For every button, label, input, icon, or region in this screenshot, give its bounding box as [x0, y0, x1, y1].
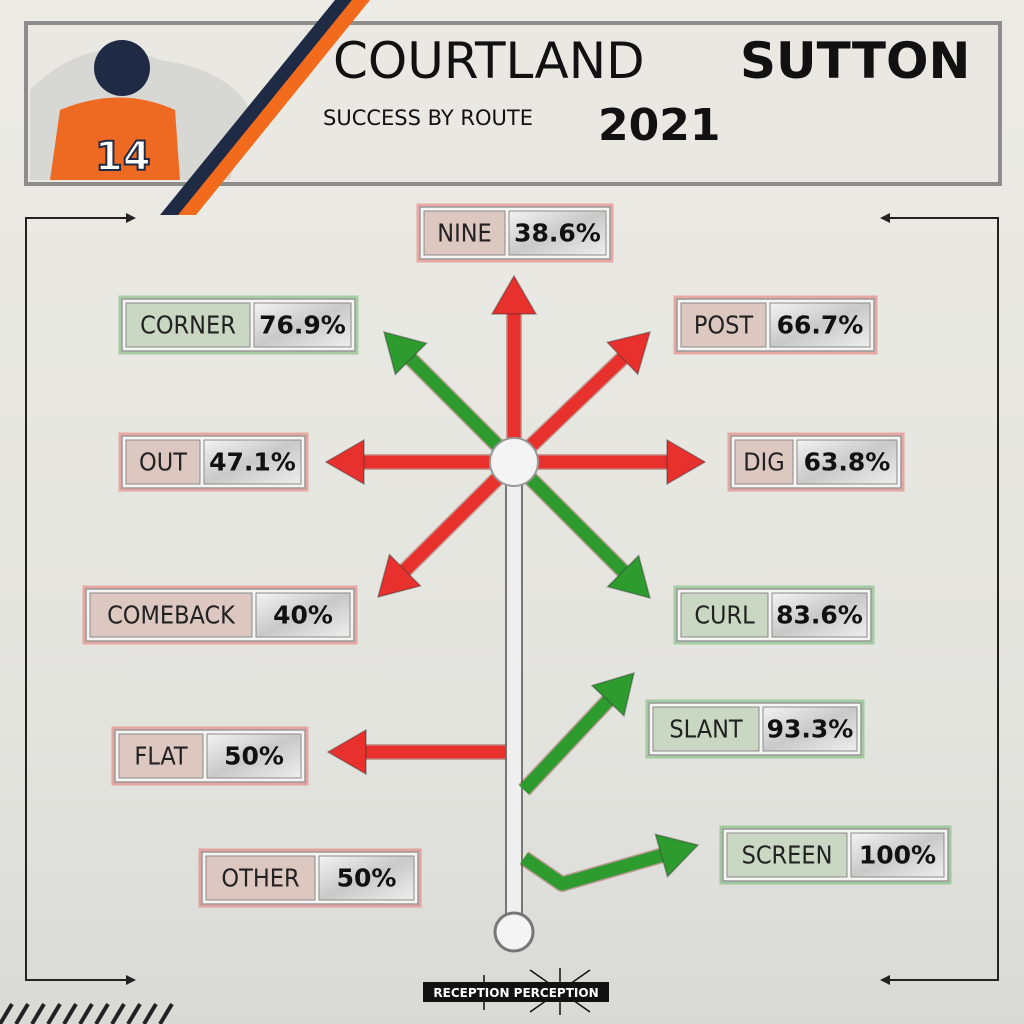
- label-cell: [118, 733, 204, 779]
- label-cell: [652, 706, 760, 752]
- route-box: OTHER 50%: [198, 848, 422, 908]
- svg-text:14: 14: [95, 134, 151, 180]
- corner-hatch: [0, 1002, 174, 1024]
- box-glow: [118, 295, 359, 355]
- player-photo: 14: [30, 40, 250, 181]
- label-cell: [89, 592, 253, 638]
- route-arrow: [509, 353, 628, 467]
- title-last: SUTTON: [740, 32, 970, 90]
- label-cell: [680, 302, 767, 348]
- route-success: 40%: [273, 601, 333, 630]
- route-success: 63.8%: [804, 448, 891, 477]
- route-arrowhead: [654, 833, 700, 879]
- route-arrow: [520, 849, 664, 891]
- route-success: 50%: [337, 864, 397, 893]
- box-glow: [673, 295, 878, 355]
- year: 2021: [598, 100, 720, 151]
- route-success: 66.7%: [777, 311, 864, 340]
- route-box: DIG 63.8%: [727, 432, 905, 492]
- route-box: COMEBACK 40%: [82, 585, 358, 645]
- route-name: COMEBACK: [107, 601, 236, 630]
- label-cell: [680, 592, 769, 638]
- route-name: DIG: [743, 448, 784, 477]
- value-cell: [253, 302, 352, 348]
- route-name: NINE: [437, 219, 491, 248]
- value-cell: [203, 439, 302, 485]
- value-cell: [771, 592, 868, 638]
- box-glow: [118, 432, 309, 492]
- box-glow: [645, 699, 865, 759]
- box-glow: [727, 432, 905, 492]
- box-glow: [82, 585, 358, 645]
- stem-end: [493, 911, 535, 953]
- label-cell: [125, 302, 251, 348]
- route-origin: [489, 437, 539, 487]
- value-cell: [255, 592, 351, 638]
- route-arrowhead: [590, 671, 636, 718]
- box-glow: [719, 825, 952, 885]
- title-first: COURTLAND: [333, 32, 645, 90]
- route-success: 50%: [224, 742, 284, 771]
- route-success: 93.3%: [767, 715, 854, 744]
- box-glow: [416, 203, 614, 263]
- route-arrowhead: [605, 330, 652, 376]
- box-glow: [198, 848, 422, 908]
- value-cell: [796, 439, 898, 485]
- subtitle: SUCCESS BY ROUTE: [323, 106, 533, 130]
- route-arrowhead: [324, 438, 365, 486]
- route-name: FLAT: [134, 742, 187, 771]
- route-arrowhead: [490, 274, 538, 315]
- route-box: CORNER 76.9%: [118, 295, 359, 355]
- label-cell: [734, 439, 794, 485]
- route-arrow: [400, 457, 519, 575]
- route-success: 100%: [859, 841, 936, 870]
- value-cell: [206, 733, 302, 779]
- route-boxes: NINE 38.6% CORNER 76.9% POST 66.7% OUT 47.1% DIG…: [82, 203, 952, 908]
- route-arrowhead: [666, 438, 707, 486]
- route-name: OUT: [139, 448, 187, 477]
- route-success: 47.1%: [209, 448, 296, 477]
- route-success: 38.6%: [514, 219, 601, 248]
- box-glow: [111, 726, 309, 786]
- route-box: NINE 38.6%: [416, 203, 614, 263]
- value-cell: [769, 302, 871, 348]
- route-name: POST: [694, 311, 754, 340]
- label-cell: [423, 210, 506, 256]
- route-arrowhead: [326, 728, 367, 776]
- value-cell: [850, 832, 945, 878]
- label-cell: [726, 832, 848, 878]
- value-cell: [508, 210, 607, 256]
- route-box: OUT 47.1%: [118, 432, 309, 492]
- route-box: POST 66.7%: [673, 295, 878, 355]
- bracket: [25, 217, 999, 981]
- box-glow: [673, 585, 875, 645]
- label-cell: [205, 855, 316, 901]
- logo-box: [423, 982, 609, 1002]
- route-success: 83.6%: [776, 601, 863, 630]
- stripe: [178, 0, 370, 215]
- route-box: FLAT 50%: [111, 726, 309, 786]
- bracket-arrowheads: [126, 213, 890, 985]
- route-box: SCREEN 100%: [719, 825, 952, 885]
- route-arrowhead: [382, 330, 428, 376]
- route-arrow: [519, 696, 613, 795]
- route-arrow: [509, 457, 628, 576]
- value-cell: [318, 855, 415, 901]
- route-name: CURL: [694, 601, 755, 630]
- label-cell: [125, 439, 201, 485]
- route-arrowhead: [606, 554, 652, 600]
- route-name: SCREEN: [742, 841, 833, 870]
- route-name: OTHER: [221, 864, 299, 893]
- route-box: SLANT 93.3%: [645, 699, 865, 759]
- route-box: CURL 83.6%: [673, 585, 875, 645]
- value-cell: [762, 706, 858, 752]
- route-name: CORNER: [140, 311, 236, 340]
- route-arrowhead: [376, 553, 422, 599]
- route-name: SLANT: [669, 715, 743, 744]
- route-success: 76.9%: [259, 311, 346, 340]
- logo: RECEPTION PERCEPTION: [433, 986, 598, 1000]
